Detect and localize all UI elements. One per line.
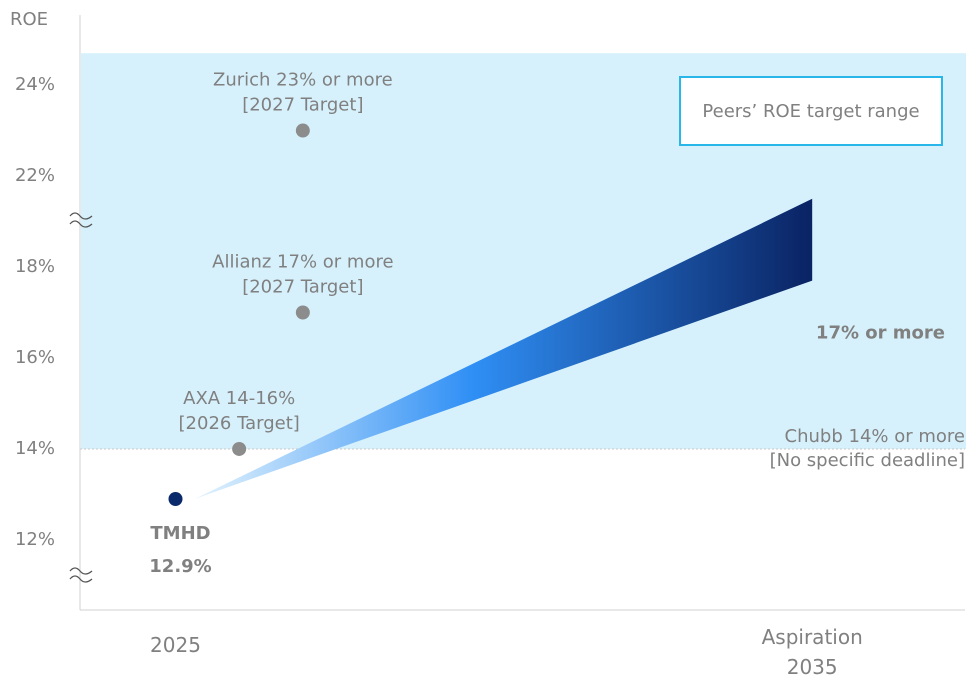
y-tick-label: 16% [15,347,55,368]
x-tick-label: Aspiration 2035 [761,625,863,679]
y-tick-label: 18% [15,256,55,277]
point-label: TMHD [150,523,210,544]
point [232,441,247,456]
threshold-label: [No specific deadline] [770,450,965,471]
y-tick-label: 22% [15,165,55,186]
point-label: 12.9% [149,556,211,577]
point-label: AXA 14-16% [183,388,295,409]
point [295,305,310,320]
threshold-label: Chubb 14% or more [785,426,965,447]
y-tick-label: 14% [15,438,55,459]
wedge-label: 17% or more [816,323,945,344]
band-label-box [679,76,943,146]
point-label: [2027 Target] [242,95,363,116]
axis-break [69,567,93,583]
point-label: [2026 Target] [179,413,300,434]
y-axis-label: ROE [10,9,48,30]
axis-break [69,212,93,228]
point-label: Allianz 17% or more [212,252,393,273]
point-label: [2027 Target] [242,277,363,298]
x-tick-label: 2025 [150,633,201,657]
band-label: Peers’ ROE target range [702,101,919,122]
y-tick-label: 24% [15,74,55,95]
aspiration-wedge [194,198,813,500]
y-tick-label: 12% [15,529,55,550]
point-label: Zurich 23% or more [213,70,393,91]
point [168,492,183,507]
point [295,123,310,138]
